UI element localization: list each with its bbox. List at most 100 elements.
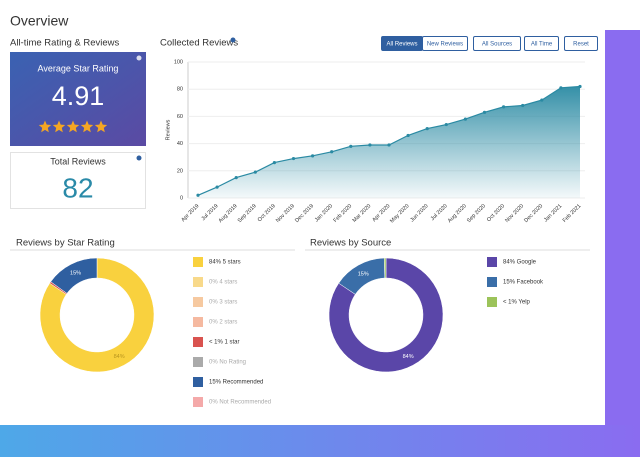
slice [50, 257, 98, 294]
info-icon [136, 155, 142, 161]
button-label[interactable]: New Reviews [427, 42, 463, 48]
x-tick-label: Feb 2021 [562, 203, 583, 224]
x-tick-label: Jul 2019 [201, 203, 220, 222]
section-title: Reviews by Source [310, 238, 391, 249]
point [559, 86, 563, 90]
info-icon [136, 55, 142, 61]
legend-label: 15% Facebook [503, 280, 544, 286]
legend-label: 84% Google [503, 260, 537, 266]
x-tick-label: Aug 2020 [447, 203, 468, 224]
legend-swatch [193, 257, 203, 267]
x-tick-label: Jun 2020 [409, 203, 429, 223]
star [94, 120, 108, 133]
star [38, 120, 52, 133]
point [330, 150, 334, 154]
point [521, 103, 525, 108]
button-label[interactable]: All Sources [482, 42, 512, 48]
legend-swatch [487, 277, 497, 287]
point [311, 154, 315, 158]
average-label: Average Star Rating [38, 63, 119, 73]
legend-label: 0% 2 stars [209, 320, 237, 326]
button-label[interactable]: Reset [573, 42, 589, 48]
x-tick-label: Sep 2019 [237, 203, 258, 224]
x-tick-label: Oct 2020 [486, 203, 506, 223]
y-axis-label: Reviews [165, 119, 171, 140]
x-tick-label: Nov 2019 [275, 203, 296, 224]
y-tick-label: 80 [177, 87, 183, 93]
filter-button[interactable]: Reset [564, 36, 598, 51]
point [291, 156, 296, 161]
filter-button[interactable]: All Sources [473, 36, 521, 51]
legend-label: 0% 4 stars [209, 280, 237, 286]
point [578, 84, 582, 89]
panel-title: All-time Rating & Reviews [10, 38, 120, 49]
point [368, 143, 372, 147]
slice-label: 15% [70, 271, 81, 277]
legend-swatch [193, 337, 203, 347]
legend-label: 84% 5 stars [209, 260, 241, 266]
x-tick-label: Nov 2020 [504, 203, 525, 224]
legend-label: 0% 3 stars [209, 300, 237, 306]
y-tick-label: 40 [177, 141, 183, 147]
legend-label: 0% No Rating [209, 360, 246, 366]
slice-label: 84% [403, 354, 414, 360]
section-title: Reviews by Star Rating [16, 238, 115, 249]
x-tick-label: Aug 2019 [218, 203, 239, 224]
star [66, 120, 80, 133]
x-tick-label: Mar 2020 [352, 203, 373, 224]
y-tick-label: 100 [174, 59, 183, 65]
slice [328, 257, 444, 373]
point [540, 98, 544, 102]
legend-swatch [193, 277, 203, 287]
legend-label: < 1% Yelp [503, 300, 531, 306]
y-tick-label: 20 [177, 168, 183, 174]
side-band [605, 30, 640, 457]
filter-button[interactable]: All Reviews [381, 36, 423, 51]
page-title: Overview [10, 13, 69, 29]
point [215, 185, 219, 189]
info-icon [230, 37, 236, 43]
legend-swatch [193, 397, 203, 407]
button-bg[interactable] [473, 36, 521, 51]
x-tick-label: Apr 2019 [180, 203, 200, 223]
legend-swatch [487, 257, 497, 267]
slice [383, 257, 387, 279]
filter-button[interactable]: New Reviews [422, 36, 468, 51]
point [502, 105, 506, 109]
x-tick-label: Jan 2021 [543, 203, 563, 223]
legend-swatch [193, 357, 203, 367]
x-tick-label: Feb 2020 [333, 203, 354, 224]
bottom-band [0, 425, 640, 457]
stars [38, 120, 108, 133]
y-tick-label: 60 [177, 114, 183, 120]
x-tick-label: Jan 2020 [314, 203, 334, 223]
slice-label: 84% [114, 354, 125, 360]
legend-swatch [193, 317, 203, 327]
legend-swatch [193, 297, 203, 307]
slice [39, 257, 155, 373]
total-card [10, 152, 146, 209]
filter-button[interactable]: All Time [524, 36, 559, 51]
star [80, 120, 94, 133]
y-tick-label: 0 [180, 195, 183, 201]
button-bg[interactable] [524, 36, 559, 51]
slice-label: 15% [358, 271, 369, 277]
point [463, 117, 467, 121]
button-bg[interactable] [422, 36, 468, 51]
point [482, 110, 487, 114]
button-label[interactable]: All Reviews [386, 42, 417, 48]
legend-label: 0% Not Recommended [209, 400, 271, 406]
point [349, 144, 353, 148]
legend-label: < 1% 1 star [209, 340, 240, 346]
average-card [10, 52, 146, 146]
point [234, 176, 238, 180]
legend-swatch [487, 297, 497, 307]
average-value: 4.91 [52, 81, 105, 111]
button-label[interactable]: All Time [531, 42, 553, 48]
point [406, 133, 410, 138]
legend-swatch [193, 377, 203, 387]
button-bg[interactable] [564, 36, 598, 51]
point [444, 122, 448, 127]
